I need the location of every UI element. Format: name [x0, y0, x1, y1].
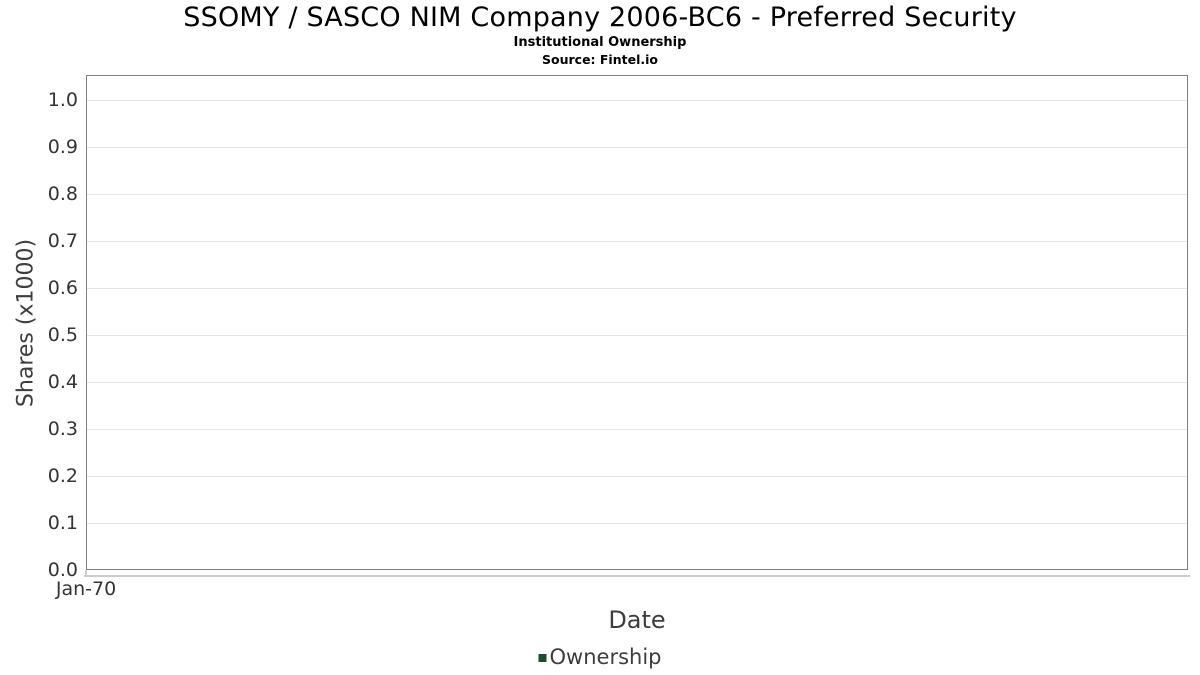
x-tick-label: Jan-70 — [55, 578, 117, 600]
y-tick-label: 0.0 — [47, 559, 78, 581]
y-tick-label: 1.0 — [47, 89, 78, 111]
gridline-1.0 — [87, 99, 1187, 101]
gridline-0.9 — [87, 146, 1187, 148]
y-tick-label: 0.8 — [47, 183, 78, 205]
gridline-0.2 — [87, 475, 1187, 477]
chart-subtitle: Institutional Ownership — [513, 35, 687, 50]
legend-label-ownership: Ownership — [549, 645, 662, 669]
plot-area — [86, 75, 1188, 570]
y-tick-label: 0.4 — [47, 371, 78, 393]
gridline-0.8 — [87, 193, 1187, 195]
gridline-0.4 — [87, 381, 1187, 383]
legend-swatch-ownership — [538, 654, 547, 662]
x-axis-tick-mark — [85, 570, 87, 576]
gridline-0.6 — [87, 287, 1187, 289]
x-axis-line — [84, 575, 1190, 577]
chart-source: Source: Fintel.io — [542, 52, 658, 67]
y-tick-label: 0.6 — [47, 277, 78, 299]
y-tick-label: 0.2 — [47, 465, 78, 487]
y-tick-label: 0.1 — [47, 512, 78, 534]
y-tick-label: 0.9 — [47, 136, 78, 158]
gridline-0.1 — [87, 522, 1187, 524]
legend: Ownership — [538, 645, 662, 669]
gridline-0.5 — [87, 334, 1187, 336]
gridline-0.7 — [87, 240, 1187, 242]
x-axis-title: Date — [608, 606, 666, 634]
chart-title: SSOMY / SASCO NIM Company 2006-BC6 - Pre… — [183, 2, 1017, 33]
y-tick-label: 0.5 — [47, 324, 78, 346]
y-tick-label: 0.3 — [47, 418, 78, 440]
gridline-0.3 — [87, 428, 1187, 430]
y-tick-label: 0.7 — [47, 230, 78, 252]
